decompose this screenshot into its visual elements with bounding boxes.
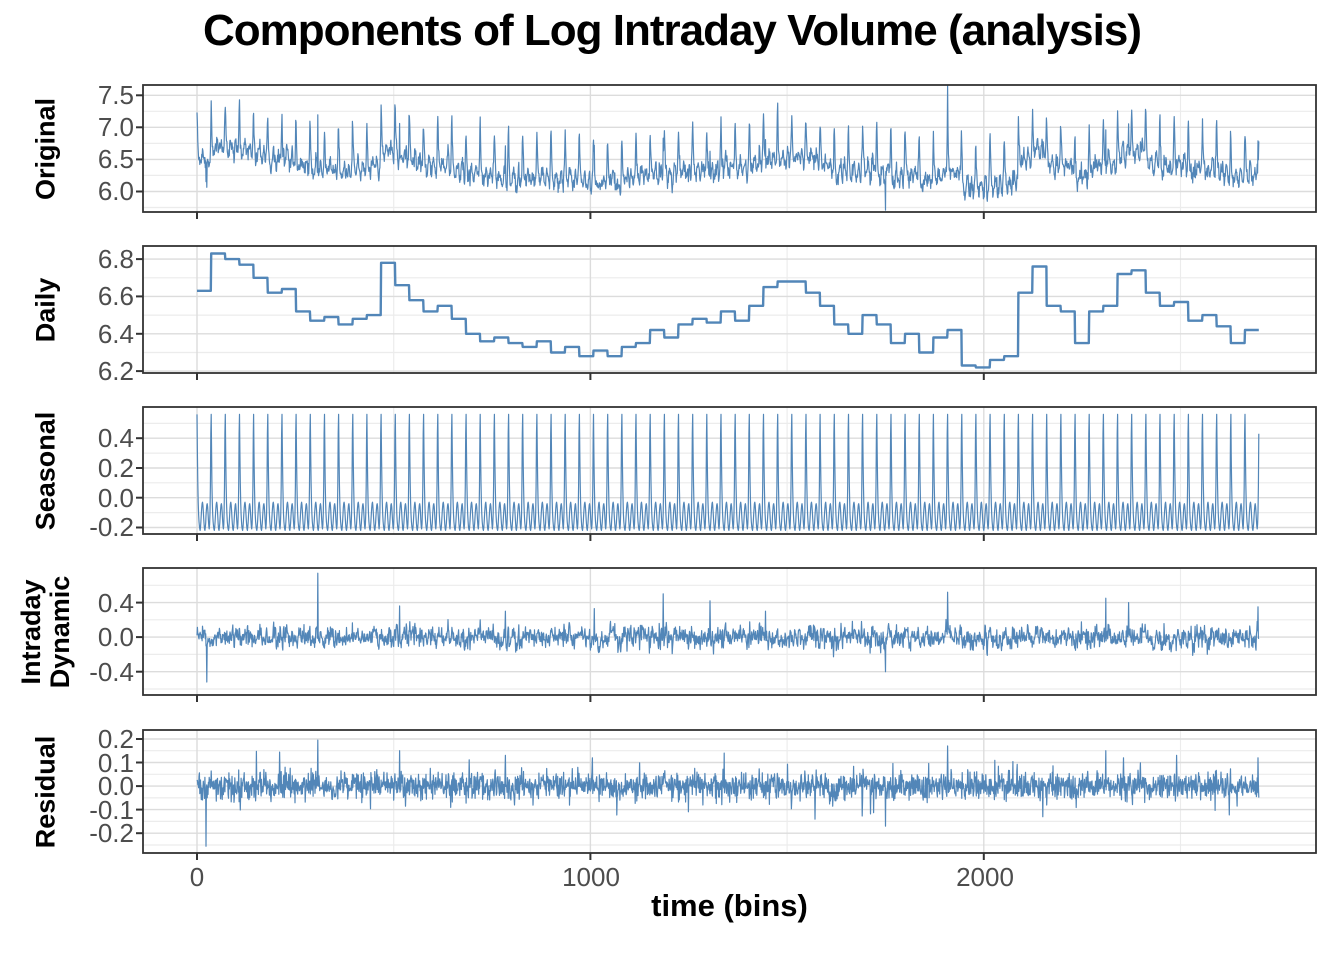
strip-label-line: Intraday	[16, 578, 46, 685]
strip-label-line: Seasonal	[30, 411, 61, 530]
y-tick-label-daily-6.6: 6.6	[97, 281, 134, 312]
y-tick-label-intraday_dynamic-0.4: 0.4	[97, 587, 134, 618]
y-tick-label-original-7.5: 7.5	[97, 80, 134, 111]
y-tick-label-residual-0.1: 0.1	[97, 747, 134, 778]
y-tick-label-seasonal-0.4: 0.4	[97, 423, 134, 454]
y-tick-label-daily-6.8: 6.8	[97, 244, 134, 275]
panel-seasonal-plot	[136, 406, 1317, 541]
y-tick-label-daily-6.2: 6.2	[97, 356, 134, 387]
y-tick-label-residual--0.1: -0.1	[89, 794, 134, 825]
panel-residual-plot	[136, 729, 1317, 860]
y-tick-label-intraday_dynamic-0.0: 0.0	[97, 622, 134, 653]
series-line-residual	[196, 739, 1260, 847]
strip-label-line: Daily	[30, 277, 61, 342]
y-tick-label-residual-0.0: 0.0	[97, 771, 134, 802]
x-tick-label-0: 0	[189, 862, 205, 892]
y-tick-label-seasonal-0.0: 0.0	[97, 482, 134, 513]
strip-label-daily: Daily	[30, 277, 61, 342]
x-axis-title: time (bins)	[651, 888, 808, 923]
series-line-daily	[196, 252, 1260, 369]
y-tick-label-original-6.0: 6.0	[97, 176, 134, 207]
panel-daily-plot	[136, 245, 1317, 380]
strip-label-line: Original	[30, 97, 61, 200]
y-tick-label-original-7.0: 7.0	[97, 112, 134, 143]
y-tick-label-original-6.5: 6.5	[97, 144, 134, 175]
strip-label-seasonal: Seasonal	[30, 411, 61, 530]
panel-intraday_dynamic-plot	[136, 567, 1317, 702]
chart-title: Components of Log Intraday Volume (analy…	[203, 6, 1142, 55]
x-tick-label-1000: 1000	[562, 862, 620, 892]
strip-label-line: Dynamic	[45, 575, 75, 688]
y-tick-label-seasonal--0.2: -0.2	[89, 512, 134, 543]
strip-label-original: Original	[30, 97, 61, 200]
y-tick-label-intraday_dynamic--0.4: -0.4	[89, 656, 134, 687]
strip-label-residual: Residual	[30, 735, 61, 848]
strip-label-line: Residual	[30, 735, 61, 848]
y-tick-label-residual--0.2: -0.2	[89, 818, 134, 849]
x-tick-label-2000: 2000	[956, 862, 1014, 892]
series-line-seasonal	[196, 413, 1260, 532]
strip-label-intraday_dynamic: Intraday Dynamic	[16, 575, 75, 688]
panel-original-plot	[136, 84, 1317, 219]
series-line-intraday_dynamic	[196, 572, 1260, 683]
y-tick-label-residual-0.2: 0.2	[97, 723, 134, 754]
y-tick-label-daily-6.4: 6.4	[97, 318, 134, 349]
y-tick-label-seasonal-0.2: 0.2	[97, 452, 134, 483]
series-line-original	[196, 85, 1260, 211]
